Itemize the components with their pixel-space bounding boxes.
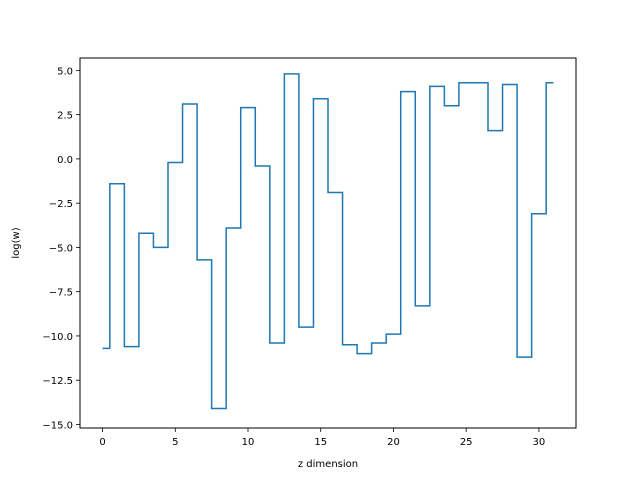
x-tick-label: 15 [314,437,327,448]
y-tick-label: 5.0 [57,66,73,77]
y-tick-label: 2.5 [57,111,73,122]
y-tick-label: −5.0 [49,243,73,254]
y-tick-label: −7.5 [49,288,73,299]
y-tick-label: −2.5 [49,199,73,210]
x-tick-label: 10 [242,437,255,448]
x-tick-label: 0 [99,437,105,448]
y-tick-label: 0.0 [57,155,73,166]
x-tick-label: 5 [172,437,178,448]
y-tick-label: −12.5 [42,376,73,387]
y-tick-label: −10.0 [42,332,73,343]
axes-frame [79,57,577,429]
y-axis: −15.0 −12.5 −10.0 −7.5 −5.0 −2.5 0.0 2.5 5.0 [42,66,80,431]
y-tick-label: −15.0 [42,420,73,431]
x-axis: 0 5 10 15 20 25 30 [99,428,545,448]
plot-area [102,73,554,410]
series-line [102,73,554,410]
y-axis-label: log(w) [11,227,22,258]
x-tick-label: 20 [387,437,400,448]
x-tick-label: 30 [533,437,546,448]
x-axis-label: z dimension [298,459,358,470]
x-tick-label: 25 [460,437,473,448]
